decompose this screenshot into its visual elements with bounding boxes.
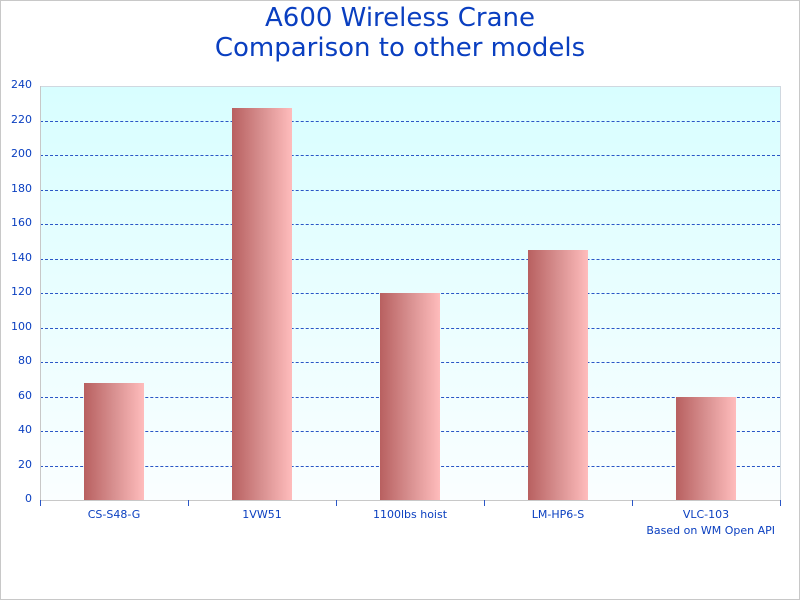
gridline: [40, 155, 780, 156]
y-tick-label: 220: [11, 112, 32, 126]
x-tick-label: 1100lbs hoist: [372, 508, 448, 521]
y-tick-label: 200: [11, 147, 32, 160]
bar-lm-hp6-s: [528, 249, 588, 500]
bar-vlc-103: [676, 396, 736, 500]
gridline: [40, 189, 780, 191]
x-tick-label: VLC-103: [682, 508, 730, 521]
y-tick-label: 240: [11, 78, 32, 91]
y-tick-label: 160: [11, 216, 32, 229]
y-tick-label: 80: [18, 354, 32, 367]
gridline: [40, 224, 780, 225]
x-tick-mark: [780, 500, 781, 506]
chart-title-line-2: Comparison to other models: [214, 33, 586, 63]
y-tick-label: 40: [18, 423, 32, 436]
y-tick-label: 0: [25, 492, 32, 505]
x-tick-label: CS-S48-G: [87, 508, 141, 521]
bar-1vw51: [232, 108, 292, 500]
source-note: Based on WM Open API: [646, 524, 775, 537]
gridline: [40, 120, 780, 122]
gridline: [40, 258, 780, 260]
y-tick-label: 180: [11, 181, 32, 195]
y-tick-label: 100: [11, 319, 32, 333]
x-tick-mark: [484, 500, 485, 506]
y-tick-label: 20: [18, 457, 32, 471]
x-tick-label: 1VW51: [242, 508, 282, 521]
x-tick-label: LM-HP6-S: [531, 508, 585, 521]
x-tick-mark: [336, 500, 337, 506]
y-tick-label: 140: [11, 250, 32, 264]
x-tick-mark: [40, 500, 41, 506]
x-axis: [40, 500, 780, 501]
chart-title-line-1: A600 Wireless Crane: [265, 3, 535, 33]
y-axis: [40, 86, 41, 500]
y-tick-label: 60: [18, 388, 32, 402]
y-tick-label: 120: [11, 285, 32, 298]
bar-1100lbs-hoist: [380, 293, 440, 500]
x-tick-mark: [632, 500, 633, 506]
bar-cs-s48-g: [84, 382, 144, 500]
x-tick-mark: [188, 500, 189, 506]
